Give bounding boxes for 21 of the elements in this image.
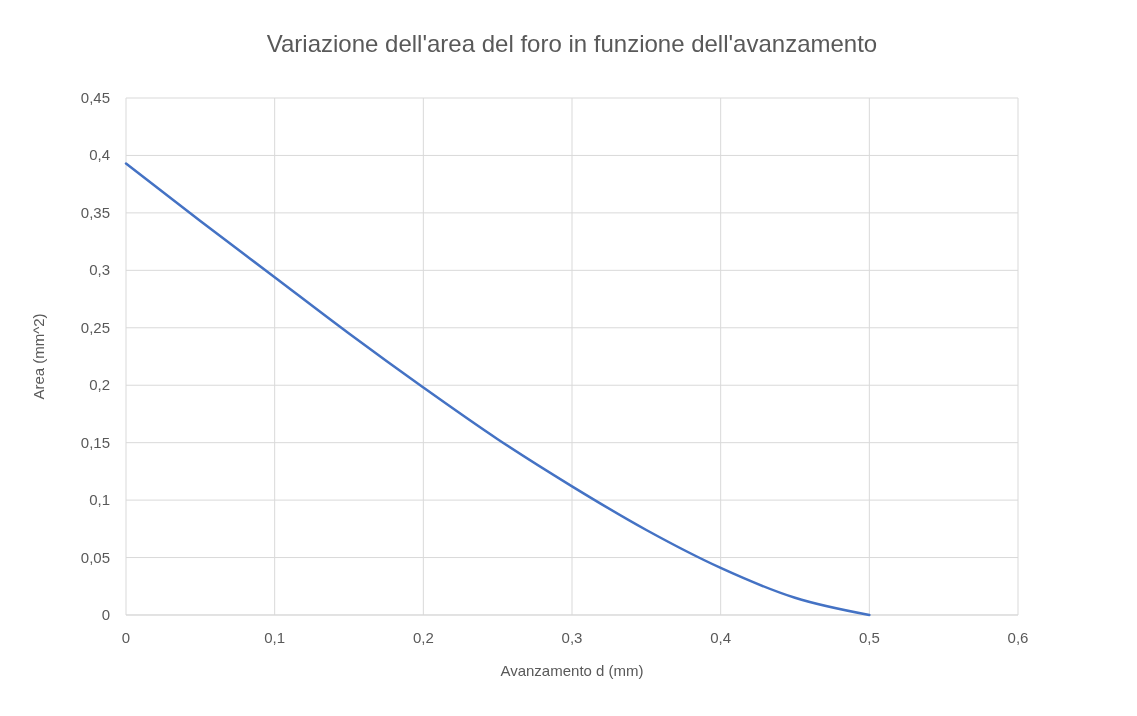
chart-title: Variazione dell'area del foro in funzione dell'avanzamento <box>266 30 878 57</box>
y-tick-label: 0,2 <box>89 376 110 394</box>
x-tick-label: 0,1 <box>264 629 286 646</box>
y-tick-label: 0 <box>101 606 110 623</box>
y-tick-label: 0,45 <box>80 89 110 106</box>
y-tick-label: 0,3 <box>89 261 110 279</box>
line-series <box>124 162 871 617</box>
y-tick-label: 0,25 <box>80 318 110 336</box>
y-axis-title: Area (mm^2) <box>30 313 47 400</box>
x-tick-label: 0,2 <box>412 629 434 646</box>
x-tick-label: 0,4 <box>710 629 732 646</box>
y-tick-label: 0,4 <box>89 146 110 164</box>
x-tick-label: 0,3 <box>561 629 583 646</box>
x-tick-label: 0,6 <box>1007 629 1029 646</box>
x-axis-title: Avanzamento d (mm) <box>500 662 644 679</box>
x-tick-label: 0 <box>121 629 131 646</box>
y-tick-label: 0,15 <box>80 433 110 451</box>
y-tick-label: 0,35 <box>80 203 110 221</box>
x-tick-label: 0,5 <box>858 629 880 646</box>
y-tick-label: 0,1 <box>89 491 110 509</box>
y-tick-label: 0,05 <box>80 548 110 566</box>
